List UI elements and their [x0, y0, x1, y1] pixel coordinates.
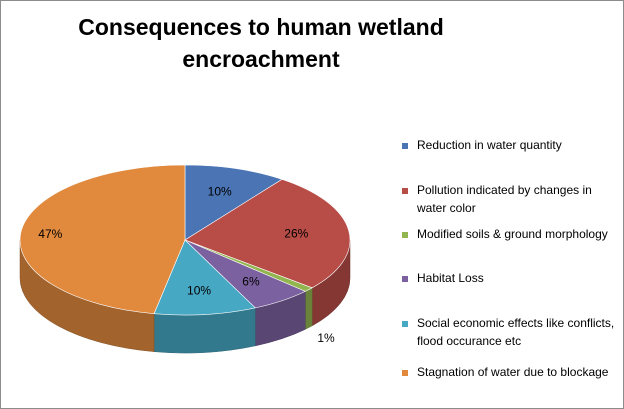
legend-swatch — [402, 143, 408, 149]
chart-title-line-2: encroachment — [182, 46, 340, 72]
pie-data-label-5: 47% — [38, 227, 62, 241]
pie-data-label-4: 10% — [187, 284, 211, 298]
pie-side-2 — [305, 287, 313, 330]
legend-swatch — [402, 276, 408, 282]
legend-swatch — [402, 188, 408, 194]
pie-slice-0 — [184, 164, 283, 241]
legend-swatch — [402, 321, 408, 327]
pie-outside-label-0: 1% — [317, 331, 335, 345]
legend-label: Habitat Loss — [417, 271, 484, 285]
pie-slice-5 — [19, 164, 186, 314]
chart-title-line-1: Consequences to human wetland — [78, 14, 444, 40]
legend-label: Modified soils & ground morphology — [417, 227, 608, 241]
legend-label: Social economic effects like conflicts, … — [417, 316, 615, 348]
chart-title: Consequences to human wetland encroachme… — [41, 11, 481, 75]
legend-label: Reduction in water quantity — [417, 138, 562, 152]
pie-data-label-1: 26% — [284, 227, 308, 241]
legend-swatch — [402, 370, 408, 376]
legend-label: Stagnation of water due to blockage — [417, 365, 609, 379]
legend-swatch — [402, 232, 408, 238]
pie-slice-1 — [184, 178, 351, 289]
pie-data-label-3: 6% — [242, 274, 260, 288]
pie-slice-4 — [153, 239, 256, 316]
pie-data-label-0: 10% — [208, 184, 232, 198]
legend-label: Pollution indicated by changes in water … — [417, 183, 592, 215]
